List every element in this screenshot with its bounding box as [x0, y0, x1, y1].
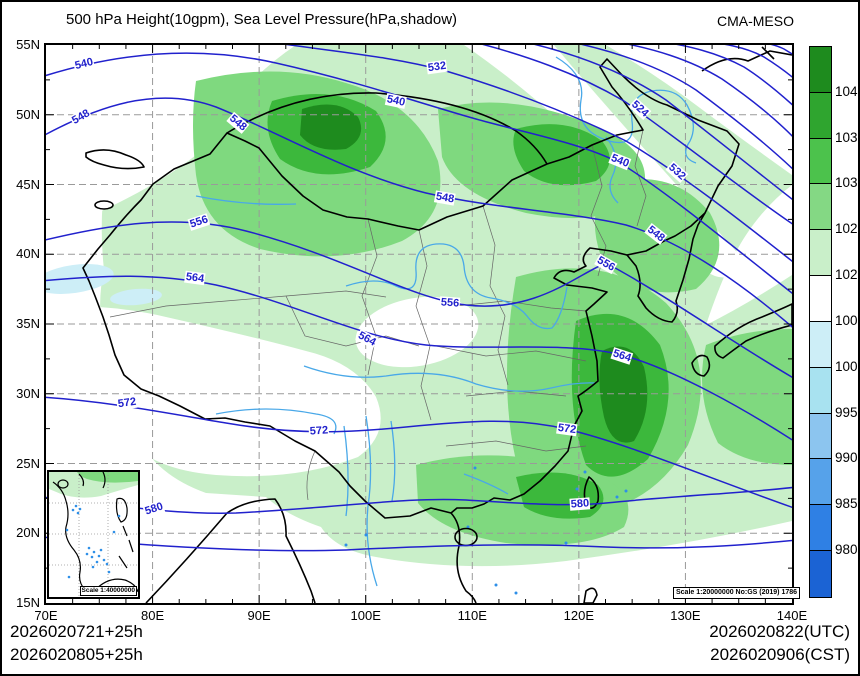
south-china-sea-inset-map: Scale 1:40000000: [47, 470, 140, 599]
gridlines-layer: [46, 45, 792, 603]
lat-axis-label: 35N: [16, 316, 40, 331]
colorbar-label: 1020: [835, 267, 858, 283]
island-dots-layer: [344, 466, 628, 595]
colorbar-label: 985: [835, 496, 858, 512]
colorbar-segment: [810, 47, 831, 93]
lat-axis-label: 40N: [16, 246, 40, 262]
page-title: 500 hPa Height(10gpm), Sea Level Pressur…: [66, 11, 458, 28]
map-scale-note: Scale 1:20000000 No:GS (2019) 1786: [673, 587, 801, 599]
colorbar-label: 980: [835, 542, 858, 558]
contour-label-580: 580: [569, 497, 591, 511]
slp-shading-layer: [46, 45, 792, 567]
colorbar-segment: [810, 413, 831, 460]
colorbar-label: 1040: [835, 83, 858, 99]
colorbar-segment: [810, 505, 831, 552]
lon-axis-label: 140E: [776, 608, 808, 623]
rivers-layer: [195, 56, 697, 587]
lon-axis-label: 130E: [670, 608, 701, 623]
colorbar-segment: [810, 138, 831, 185]
lat-axis-label: 30N: [16, 385, 40, 401]
lat-axis-label: 20N: [16, 525, 40, 541]
colorbar-segment: [810, 184, 831, 231]
slp-colorbar: [809, 46, 832, 598]
init-time-cst: 2026020805+25h: [10, 645, 143, 664]
init-time-utc: 2026020721+25h: [10, 622, 143, 641]
contour-label-556: 556: [439, 296, 461, 310]
lon-axis-label: 120E: [563, 608, 595, 623]
lat-axis-label: 50N: [16, 106, 40, 122]
lon-axis-label: 100E: [350, 608, 381, 623]
height-contours-layer: [46, 45, 792, 552]
colorbar-label: 1000: [835, 358, 858, 374]
map-frame: [44, 43, 794, 605]
colorbar-segment: [810, 459, 831, 506]
lat-axis-label: 55N: [16, 37, 40, 52]
colorbar-label: 1005: [835, 312, 858, 328]
model-name: CMA-MESO: [717, 13, 794, 29]
colorbar-label: 990: [835, 450, 858, 466]
colorbar-label: 1035: [835, 129, 858, 145]
contour-label-572: 572: [308, 424, 330, 438]
valid-time-utc: 2026020822(UTC): [709, 622, 850, 641]
lon-axis-label: 80E: [140, 608, 165, 623]
lat-axis-label: 25N: [16, 455, 40, 471]
inset-scale-note: Scale 1:40000000: [79, 586, 137, 596]
colorbar-label: 1025: [835, 221, 858, 237]
lat-axis-label: 45N: [16, 176, 40, 192]
colorbar-segment: [810, 551, 831, 597]
lon-axis-label: 90E: [247, 608, 271, 623]
colorbar-label: 995: [835, 404, 858, 420]
inset-canvas: [49, 471, 139, 597]
colorbar-label: 1030: [835, 175, 858, 191]
lon-axis-label: 110E: [457, 608, 487, 623]
colorbar-segment: [810, 321, 831, 368]
lon-axis-label: 70E: [34, 608, 58, 623]
colorbar-segment: [810, 92, 831, 139]
colorbar-segment: [810, 276, 831, 322]
lat-axis-label: 15N: [16, 595, 40, 610]
colorbar-segment: [810, 230, 831, 277]
colorbar-segment: [810, 367, 831, 414]
map-canvas: [46, 45, 792, 603]
valid-time-cst: 2026020906(CST): [710, 645, 850, 664]
coastlines-layer: [82, 46, 792, 603]
